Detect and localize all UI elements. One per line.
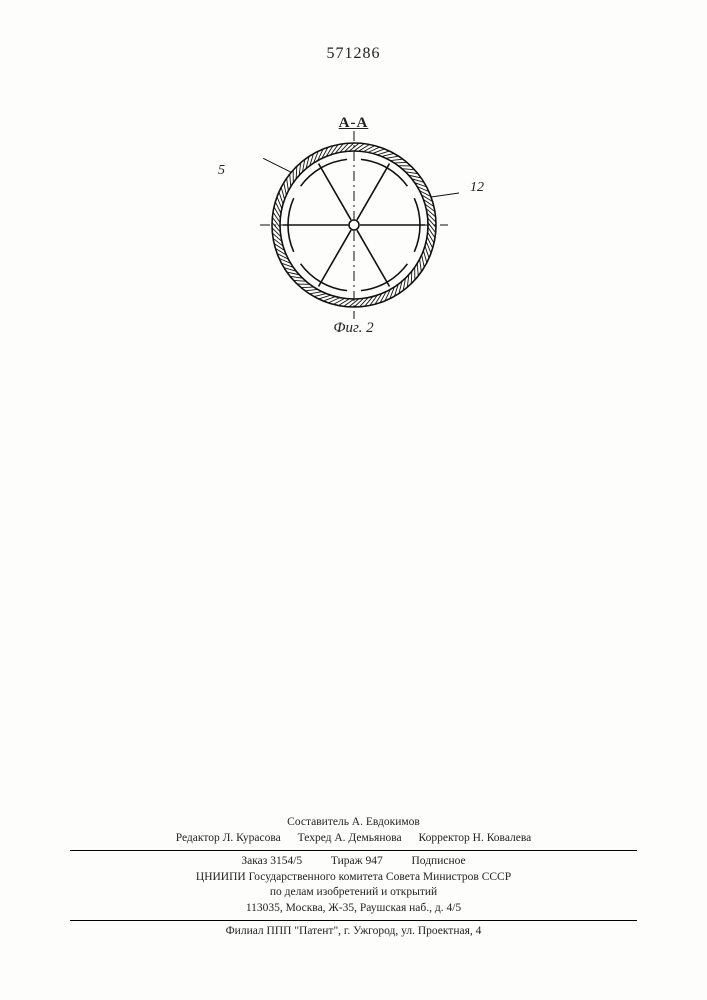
- figure-svg: [244, 130, 464, 320]
- editor: Редактор Л. Курасова: [176, 832, 281, 844]
- page: 571286 А-А 5 12 Фиг. 2 Составитель А. Ев…: [0, 0, 707, 1000]
- org-line-1: ЦНИИПИ Государственного комитета Совета …: [70, 870, 637, 886]
- print-run: Тираж 947: [331, 855, 383, 867]
- corrector: Корректор Н. Ковалева: [419, 832, 532, 844]
- address-line: 113035, Москва, Ж-35, Раушская наб., д. …: [70, 901, 637, 917]
- figure-2: [0, 130, 707, 325]
- callout-12: 12: [470, 180, 484, 196]
- org-line-2: по делам изобретений и открытий: [70, 885, 637, 901]
- callout-5: 5: [218, 163, 225, 179]
- figure-caption: Фиг. 2: [0, 320, 707, 337]
- branch-line: Филиал ППП "Патент", г. Ужгород, ул. Про…: [70, 920, 637, 940]
- order-line: Заказ 3154/5 Тираж 947 Подписное: [70, 850, 637, 870]
- techred: Техред А. Демьянова: [298, 832, 402, 844]
- order-no: Заказ 3154/5: [241, 855, 302, 867]
- editor-line: Редактор Л. Курасова Техред А. Демьянова…: [70, 831, 637, 847]
- compiler-line: Составитель А. Евдокимов: [70, 815, 637, 831]
- document-number: 571286: [0, 45, 707, 63]
- imprint-footer: Составитель А. Евдокимов Редактор Л. Кур…: [70, 815, 637, 940]
- subscription: Подписное: [411, 855, 465, 867]
